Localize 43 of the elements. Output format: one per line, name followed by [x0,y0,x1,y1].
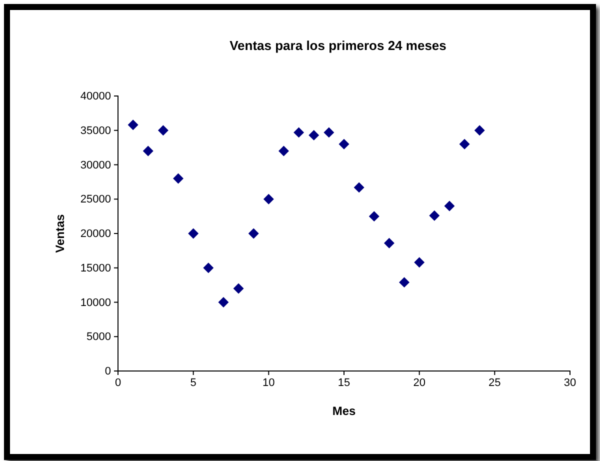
point [384,238,394,248]
y-tick-label: 5000 [86,331,111,344]
point [278,146,289,156]
x-tick-label: 0 [114,376,122,389]
point [128,120,138,130]
point [308,130,320,140]
x-tick-label: 5 [190,376,196,389]
point [218,297,229,308]
x-tick-label: 10 [262,376,275,389]
x-tick-label: 30 [564,376,576,389]
y-axis-title: Ventas [53,214,67,253]
x-tick-label: 15 [338,376,350,389]
point [414,257,425,268]
point [233,283,244,294]
point [459,138,470,150]
x-axis-title: Mes [332,404,356,418]
point [444,200,455,212]
point [203,262,214,274]
x-tick-label: 25 [488,376,501,389]
y-tick-label: 10000 [80,296,111,309]
point [248,228,259,239]
point [158,125,168,136]
y-tick-label: 0 [104,366,111,378]
y-tick-label: 30000 [80,159,111,172]
point [474,125,485,136]
point [294,127,304,138]
y-tick-label: 40000 [80,90,111,103]
y-tick-label: 15000 [80,262,111,274]
chart-title: Ventas para los primeros 24 meses [230,38,446,53]
x-tick-label: 20 [413,376,426,389]
y-tick-label: 25000 [80,194,111,206]
point [338,138,350,150]
point [188,228,199,239]
point [354,182,364,193]
point [324,127,334,138]
y-tick-label: 35000 [80,124,111,137]
point [142,146,154,156]
point [368,211,380,222]
point [399,277,410,288]
point [173,173,184,184]
y-tick-label: 20000 [80,228,111,240]
point [429,210,440,221]
point [263,194,274,204]
